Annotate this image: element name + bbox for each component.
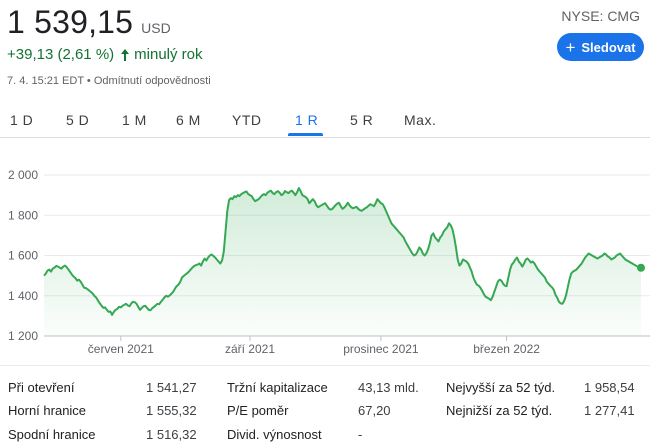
stat-label-pe: P/E poměr xyxy=(227,403,289,418)
tab-1d[interactable]: 1 D xyxy=(10,112,34,128)
tab-6m[interactable]: 6 M xyxy=(176,112,201,128)
x-tick-label: září 2021 xyxy=(225,342,275,356)
x-axis: červen 2021 září 2021 prosinec 2021 březen … xyxy=(88,336,540,356)
stats-divider xyxy=(0,365,650,366)
y-tick-label: 1 600 xyxy=(8,249,38,263)
tab-5d[interactable]: 5 D xyxy=(66,112,90,128)
stat-value-open: 1 541,27 xyxy=(146,380,197,395)
timestamp: 7. 4. 15:21 EDT xyxy=(7,75,84,87)
price-change: +39,13 (2,61 %) minulý rok xyxy=(7,46,203,63)
ticker-symbol: NYSE: CMG xyxy=(561,8,640,24)
stat-row: Spodní hranice 1 516,32 Divid. výnosnost… xyxy=(0,427,650,448)
stat-label-market-cap: Tržní kapitalizace xyxy=(227,380,328,395)
disclaimer-link[interactable]: Odmítnutí odpovědnosti xyxy=(93,75,211,87)
last-price-dot xyxy=(637,263,645,272)
change-period: minulý rok xyxy=(134,46,203,63)
arrow-up-icon xyxy=(121,48,130,61)
y-tick-label: 2 000 xyxy=(8,168,38,182)
tabs-divider xyxy=(0,137,650,138)
stat-label-open: Při otevření xyxy=(8,380,75,395)
y-tick-label: 1 800 xyxy=(8,208,38,222)
x-tick-label: prosinec 2021 xyxy=(343,342,419,356)
y-tick-label: 1 200 xyxy=(8,329,38,343)
currency-label: USD xyxy=(141,20,171,36)
stat-label-52w-high: Nejvyšší za 52 týd. xyxy=(446,380,556,395)
price-chart[interactable]: 1 200 1 400 1 600 1 800 2 000 červen 2021 zář… xyxy=(0,160,650,360)
tab-1m[interactable]: 1 M xyxy=(122,112,147,128)
stat-value-52w-low: 1 277,41 xyxy=(584,403,635,418)
follow-button[interactable]: + Sledovat xyxy=(557,33,644,61)
x-tick-label: červen 2021 xyxy=(88,342,154,356)
meta-separator: • xyxy=(86,75,91,87)
change-value: +39,13 (2,61 %) xyxy=(7,46,115,63)
price-header: 1 539,15 USD xyxy=(7,4,171,41)
price-line xyxy=(43,187,642,316)
price-area xyxy=(44,188,641,336)
plus-icon: + xyxy=(565,37,576,57)
stat-label-52w-low: Nejnižší za 52 týd. xyxy=(446,403,553,418)
tab-5r[interactable]: 5 R xyxy=(350,112,374,128)
quote-meta: 7. 4. 15:21 EDT • Odmítnutí odpovědnosti xyxy=(7,75,211,87)
current-price: 1 539,15 xyxy=(7,4,134,40)
stat-value-low: 1 516,32 xyxy=(146,427,197,442)
active-tab-indicator xyxy=(288,133,323,136)
stat-value-pe: 67,20 xyxy=(358,403,391,418)
stat-label-high: Horní hranice xyxy=(8,403,87,418)
y-axis-labels: 1 200 1 400 1 600 1 800 2 000 xyxy=(8,168,38,343)
tab-1r[interactable]: 1 R xyxy=(295,112,319,128)
stat-row: Při otevření 1 541,27 Tržní kapitalizace… xyxy=(0,380,650,402)
follow-button-label: Sledovat xyxy=(581,39,636,55)
tab-max[interactable]: Max. xyxy=(404,112,437,128)
stat-label-low: Spodní hranice xyxy=(8,427,96,442)
x-tick-label: březen 2022 xyxy=(473,342,540,356)
stat-label-dividend: Divid. výnosnost xyxy=(227,427,322,442)
y-tick-label: 1 400 xyxy=(8,289,38,303)
stat-value-high: 1 555,32 xyxy=(146,403,197,418)
stat-value-market-cap: 43,13 mld. xyxy=(358,380,419,395)
stat-row: Horní hranice 1 555,32 P/E poměr 67,20 N… xyxy=(0,403,650,425)
stat-value-dividend: - xyxy=(358,427,363,442)
range-tabs: 1 D 5 D 1 M 6 M YTD 1 R 5 R Max. xyxy=(0,108,650,136)
tab-ytd[interactable]: YTD xyxy=(232,112,262,128)
stat-value-52w-high: 1 958,54 xyxy=(584,380,635,395)
